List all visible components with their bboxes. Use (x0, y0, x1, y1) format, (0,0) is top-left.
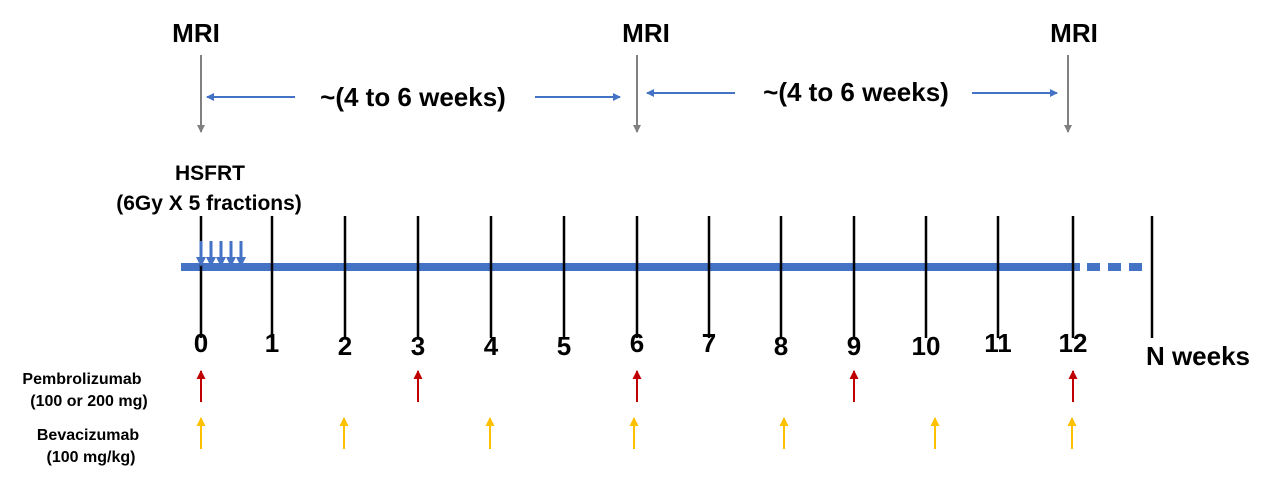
pembrolizumab-name: Pembrolizumab (22, 371, 141, 388)
week-label: 4 (484, 331, 499, 361)
n-weeks-label: N weeks (1146, 341, 1250, 371)
week-label: 7 (702, 328, 716, 358)
week-label: 11 (984, 328, 1012, 358)
fraction-arrow-head (236, 257, 246, 267)
week-label: 8 (774, 331, 788, 361)
week-label: 1 (265, 328, 279, 358)
mri-label: MRI (172, 18, 220, 48)
fraction-arrow-head (206, 257, 216, 267)
mri-label: MRI (622, 18, 670, 48)
mri-label: MRI (1050, 18, 1098, 48)
hsfrt-title: HSFRT (175, 162, 245, 185)
week-label: 5 (557, 331, 571, 361)
hsfrt-dose: (6Gy X 5 fractions) (116, 192, 302, 215)
timeline-marks: 0 1 2 3 4 5 6 7 8 9 10 11 12 (181, 55, 1154, 449)
bevacizumab-dose: (100 mg/kg) (47, 449, 136, 466)
week-label: 2 (338, 331, 352, 361)
bevacizumab-name: Bevacizumab (37, 427, 139, 444)
fraction-arrow-head (216, 257, 226, 267)
fraction-arrow-head (196, 257, 206, 267)
week-label: 6 (630, 328, 644, 358)
week-label: 10 (912, 331, 941, 361)
week-label: 0 (194, 328, 208, 358)
interval-label: ~(4 to 6 weeks) (320, 82, 506, 112)
week-label: 9 (847, 331, 861, 361)
pembrolizumab-dose: (100 or 200 mg) (30, 393, 147, 410)
fraction-arrow-head (226, 257, 236, 267)
interval-label: ~(4 to 6 weeks) (763, 77, 949, 107)
week-label: 12 (1059, 328, 1088, 358)
week-label: 3 (411, 331, 425, 361)
